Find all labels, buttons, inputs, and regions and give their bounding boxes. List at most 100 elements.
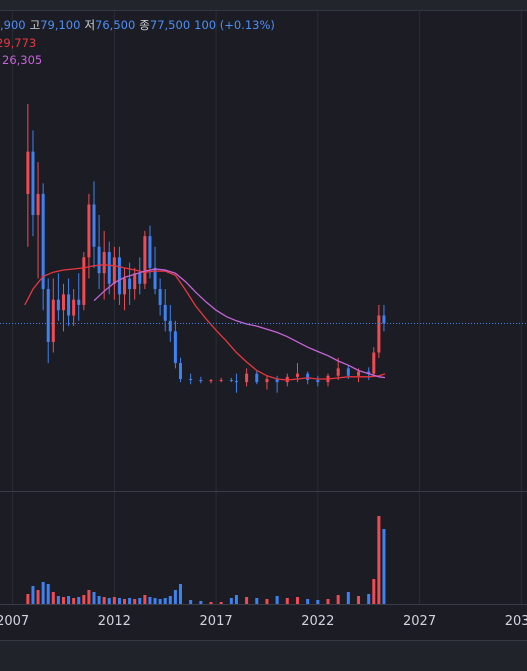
legend-value: 76,500 [95, 18, 136, 32]
candle-body [67, 294, 71, 316]
candle-body [133, 273, 137, 290]
candle-body [72, 299, 76, 316]
candle-body [367, 371, 371, 374]
candle-body [51, 299, 55, 342]
volume-bar [336, 595, 340, 604]
volume-bar [163, 598, 167, 604]
moving-average [24, 264, 386, 381]
candle-body [163, 304, 167, 321]
candle-body [87, 204, 91, 258]
candle-body [92, 204, 96, 247]
volume-bar [295, 597, 299, 604]
candle-body [128, 278, 132, 290]
volume-bar [128, 598, 132, 604]
candle-body [102, 252, 106, 274]
volume-bar [209, 602, 213, 604]
candle-body [306, 373, 310, 381]
x-tick-label: 2007 [0, 614, 29, 629]
candle-body [82, 257, 86, 305]
candle-body [158, 289, 162, 305]
volume-bar [306, 599, 310, 604]
ma-legend: 29,773 [0, 36, 37, 50]
volume-bar [112, 597, 116, 604]
candle-body [275, 378, 279, 383]
volume-bar [153, 598, 157, 604]
volume-bar [189, 600, 193, 604]
candle-body [153, 267, 157, 290]
legend-label: 종 [139, 18, 150, 32]
candle-body [56, 299, 60, 311]
volume-bar [133, 599, 137, 604]
volume-bar [173, 590, 177, 604]
volume-bar [117, 598, 121, 604]
volume-bar [102, 597, 106, 604]
bottom-panel [0, 640, 527, 671]
volume-bar [219, 602, 223, 604]
volume-bar [148, 597, 152, 604]
candle-body [316, 380, 320, 383]
volume-bar [31, 586, 35, 604]
volume-bar [107, 598, 111, 604]
candle-body [234, 381, 238, 383]
candle-body [36, 193, 40, 216]
volume-bar [61, 597, 65, 604]
volume-bar [92, 592, 96, 604]
candle-body [255, 373, 259, 383]
candle-body [26, 151, 30, 194]
volume-bar [87, 590, 91, 604]
candle-body [245, 373, 249, 383]
legend-change: 100 (+0.13%) [194, 18, 275, 32]
volume-bar [199, 601, 203, 604]
top-strip [0, 0, 527, 10]
volume-bar [316, 600, 320, 604]
candle-body [117, 257, 121, 295]
candle-body [173, 331, 177, 364]
x-tick-label: 2012 [98, 614, 131, 629]
candle-body [31, 151, 35, 216]
candle-body [138, 273, 142, 284]
volume-bar [26, 594, 30, 604]
candle-body [357, 371, 361, 376]
volume-bar [382, 529, 386, 604]
candle-body [336, 368, 340, 376]
legend-value: ,900 [0, 18, 26, 32]
x-tick-label: 2032 [505, 614, 527, 629]
volume-bar [138, 598, 142, 604]
volume-bar [77, 597, 81, 604]
candle-body [295, 373, 299, 377]
volume-bar [67, 596, 71, 604]
volume-bar [229, 598, 233, 604]
volume-bar [41, 582, 45, 604]
volume-bar [245, 597, 249, 604]
x-tick-label: 2022 [301, 614, 334, 629]
volume-bar [46, 584, 50, 604]
volume-bar [377, 516, 381, 604]
volume-bar [326, 599, 330, 604]
volume-bar [255, 598, 259, 604]
volume-bar [234, 595, 238, 604]
moving-average [93, 268, 386, 379]
legend-value: 77,500 [149, 18, 191, 32]
candle-body [112, 257, 116, 284]
volume-bar [346, 592, 350, 604]
candle-body [77, 299, 81, 305]
candle-body [123, 278, 127, 295]
volume-bar [36, 590, 40, 604]
candle-body [189, 378, 193, 381]
volume-bar [357, 596, 361, 604]
candle-body [148, 236, 152, 268]
candle-body [209, 380, 213, 382]
volume-bar [123, 599, 127, 604]
volume-bar [51, 592, 55, 604]
ohlc-legend: ,900 고79,100 저76,500 종77,500 100 (+0.13%) [0, 17, 279, 33]
candle-body [199, 380, 203, 382]
candle-body [265, 378, 269, 383]
candle-body [143, 236, 147, 284]
volume-bar [158, 599, 162, 604]
x-tick-label: 2027 [403, 614, 436, 629]
candle-body [382, 315, 386, 324]
volume-bar [97, 596, 101, 604]
candle-body [372, 352, 376, 374]
